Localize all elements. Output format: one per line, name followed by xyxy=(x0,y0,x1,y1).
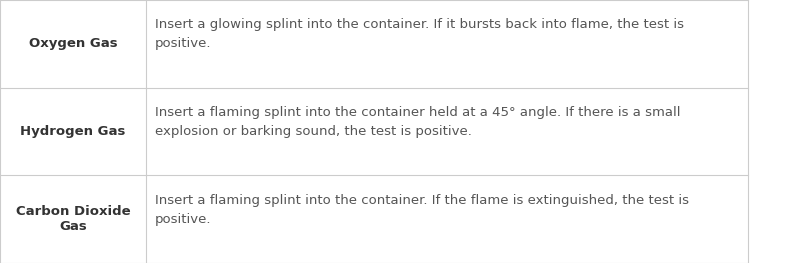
Text: Hydrogen Gas: Hydrogen Gas xyxy=(20,125,125,138)
Text: Oxygen Gas: Oxygen Gas xyxy=(29,37,118,50)
Text: Carbon Dioxide
Gas: Carbon Dioxide Gas xyxy=(16,205,130,233)
Text: Insert a flaming splint into the container. If the flame is extinguished, the te: Insert a flaming splint into the contain… xyxy=(155,194,689,226)
Text: Insert a flaming splint into the container held at a 45° angle. If there is a sm: Insert a flaming splint into the contain… xyxy=(155,106,680,138)
Text: Insert a glowing splint into the container. If it bursts back into flame, the te: Insert a glowing splint into the contain… xyxy=(155,18,684,50)
